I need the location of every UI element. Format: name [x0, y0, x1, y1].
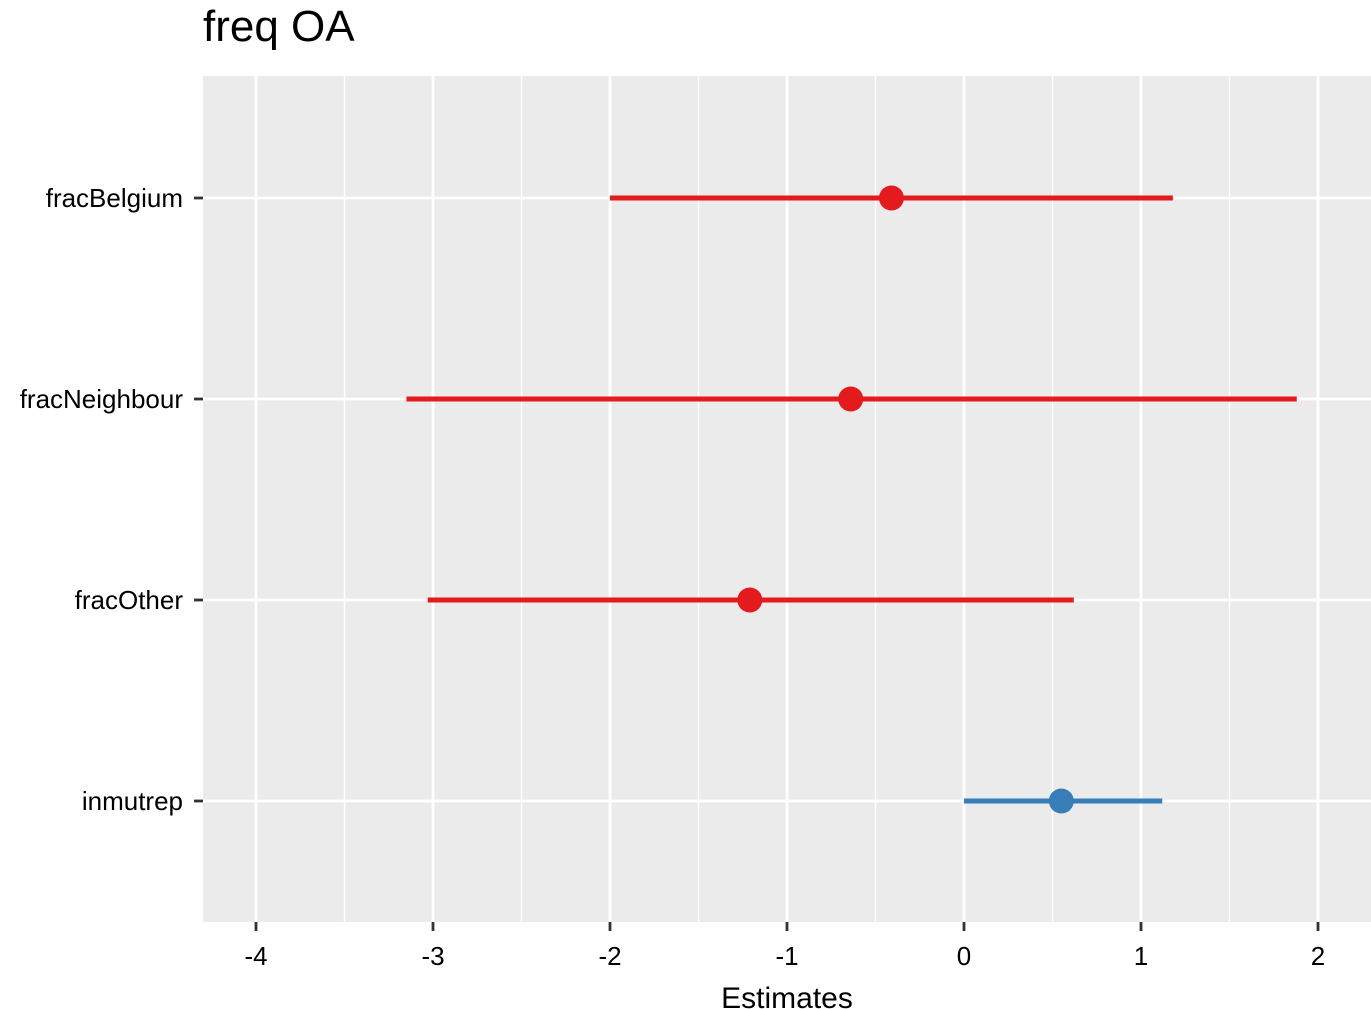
- y-axis-tick-label: fracOther: [75, 585, 184, 615]
- estimate-point: [737, 587, 763, 613]
- chart-title: freq OA: [203, 2, 355, 51]
- x-axis-tick-label: 1: [1134, 941, 1148, 971]
- y-axis-tick-label: fracBelgium: [46, 183, 183, 213]
- x-axis-title: Estimates: [721, 982, 853, 1009]
- estimate-point: [878, 185, 904, 211]
- estimate-marks: [406, 185, 1297, 814]
- x-axis: -4 -3 -2 -1 0 1 2: [244, 922, 1325, 971]
- x-axis-tick-label: -2: [598, 941, 621, 971]
- x-axis-tick-label: -1: [775, 941, 798, 971]
- estimate-point: [1048, 788, 1074, 814]
- y-axis: fracBelgium fracNeighbour fracOther inmutre…: [20, 183, 203, 816]
- x-axis-tick-label: 0: [957, 941, 971, 971]
- x-axis-tick-label: -4: [244, 941, 267, 971]
- x-axis-tick-label: 2: [1311, 941, 1325, 971]
- y-axis-tick-label: fracNeighbour: [20, 384, 184, 414]
- estimate-point: [838, 386, 864, 412]
- y-axis-tick-label: inmutrep: [82, 786, 183, 816]
- x-axis-tick-label: -3: [421, 941, 444, 971]
